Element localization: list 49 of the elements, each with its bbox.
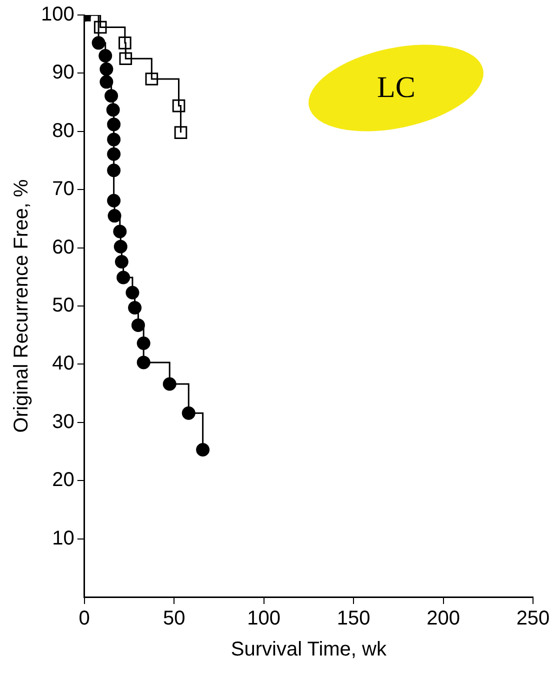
- point: [131, 318, 145, 332]
- point: [172, 99, 186, 112]
- point: [107, 194, 121, 208]
- point: [162, 377, 176, 391]
- point: [108, 209, 122, 223]
- point: [119, 52, 132, 66]
- point: [106, 103, 120, 117]
- y-tick-label: 10: [52, 527, 74, 550]
- point: [92, 36, 106, 50]
- point: [114, 255, 128, 269]
- point: [114, 240, 128, 254]
- point: [182, 406, 196, 420]
- point: [107, 147, 121, 161]
- point: [100, 75, 114, 89]
- y-tick-label: 60: [52, 236, 74, 258]
- point: [174, 126, 188, 139]
- point: [113, 224, 127, 238]
- point: [104, 89, 118, 103]
- point: [116, 270, 130, 284]
- point: [98, 48, 112, 62]
- point: [126, 286, 140, 300]
- point: [107, 164, 121, 178]
- x-axis-title: Survival Time, wk: [230, 638, 388, 661]
- x-tick-label: 150: [336, 608, 370, 630]
- y-tick-label: 50: [52, 294, 74, 317]
- point: [94, 20, 107, 34]
- point: [136, 336, 150, 350]
- point: [107, 118, 121, 132]
- point: [128, 300, 142, 314]
- y-tick-label: 70: [52, 178, 74, 200]
- x-tick-label: 50: [162, 608, 186, 630]
- point: [136, 356, 150, 370]
- y-tick-label: 40: [52, 352, 74, 375]
- point: [118, 36, 132, 50]
- annotation: LC: [376, 71, 416, 105]
- point: [145, 72, 158, 86]
- y-tick-label: 100: [40, 4, 74, 26]
- y-axis-title: Original Recurrence Free, %: [10, 179, 33, 433]
- y-tick-label: 90: [52, 62, 74, 84]
- y-tick-label: 80: [52, 120, 74, 142]
- x-tick-label: 200: [426, 608, 460, 630]
- point: [107, 132, 121, 146]
- x-tick-label: 0: [78, 608, 90, 630]
- x-tick-label: 100: [247, 608, 281, 630]
- y-tick-label: 30: [52, 410, 74, 433]
- x-tick-label: 250: [516, 608, 550, 630]
- y-tick-label: 20: [52, 469, 74, 492]
- point: [196, 443, 210, 457]
- point: [100, 62, 114, 76]
